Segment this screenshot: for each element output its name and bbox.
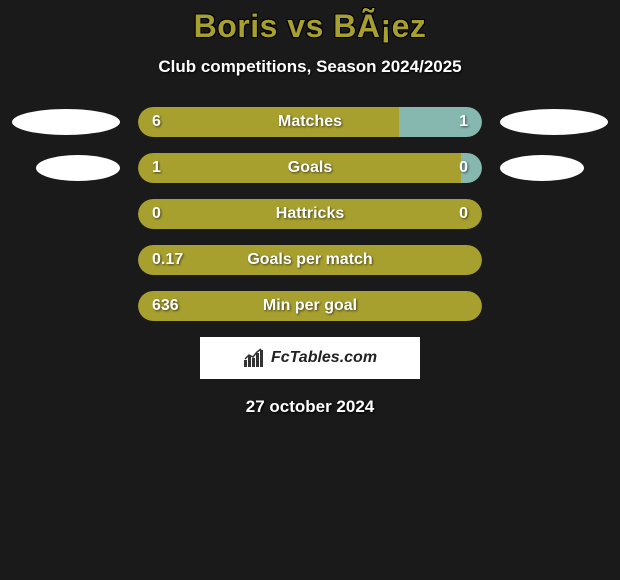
subtitle: Club competitions, Season 2024/2025 (0, 57, 620, 77)
stat-rows: 6 Matches 1 1 Goals 0 0 Hattricks 0 0.17 Goals per… (0, 107, 620, 321)
badge-spacer (12, 293, 120, 319)
comparison-card: Boris vs BÃ¡ez Club competitions, Season… (0, 0, 620, 417)
brand-text: FcTables.com (271, 349, 377, 367)
stat-label: Hattricks (276, 205, 344, 223)
stat-row: 1 Goals 0 (0, 153, 620, 183)
stat-row: 6 Matches 1 (0, 107, 620, 137)
stat-value-right: 0 (459, 205, 468, 223)
chart-icon (243, 348, 265, 368)
page-title: Boris vs BÃ¡ez (0, 8, 620, 45)
badge-spacer (500, 293, 608, 319)
badge-spacer (12, 201, 120, 227)
stat-value-right: 0 (459, 159, 468, 177)
stat-label: Goals per match (247, 251, 372, 269)
badge-spacer (12, 247, 120, 273)
stat-row: 636 Min per goal (0, 291, 620, 321)
team-badge-left (12, 109, 120, 135)
stat-value-left: 1 (152, 159, 161, 177)
date-label: 27 october 2024 (0, 397, 620, 417)
stat-value-left: 0.17 (152, 251, 183, 269)
stat-value-left: 6 (152, 113, 161, 131)
bar-segment-right (399, 107, 482, 137)
stat-row: 0.17 Goals per match (0, 245, 620, 275)
stat-value-left: 0 (152, 205, 161, 223)
stat-row: 0 Hattricks 0 (0, 199, 620, 229)
badge-spacer (500, 201, 608, 227)
stat-bar: 636 Min per goal (138, 291, 482, 321)
team-badge-right (500, 109, 608, 135)
team-badge-right (500, 155, 584, 181)
stat-label: Min per goal (263, 297, 357, 315)
badge-spacer (500, 247, 608, 273)
stat-value-right: 1 (459, 113, 468, 131)
stat-label: Matches (278, 113, 342, 131)
stat-bar: 0 Hattricks 0 (138, 199, 482, 229)
bar-segment-left (138, 107, 399, 137)
team-badge-left (36, 155, 120, 181)
brand-box[interactable]: FcTables.com (200, 337, 420, 379)
stat-bar: 6 Matches 1 (138, 107, 482, 137)
stat-label: Goals (288, 159, 332, 177)
stat-bar: 0.17 Goals per match (138, 245, 482, 275)
stat-bar: 1 Goals 0 (138, 153, 482, 183)
stat-value-left: 636 (152, 297, 179, 315)
